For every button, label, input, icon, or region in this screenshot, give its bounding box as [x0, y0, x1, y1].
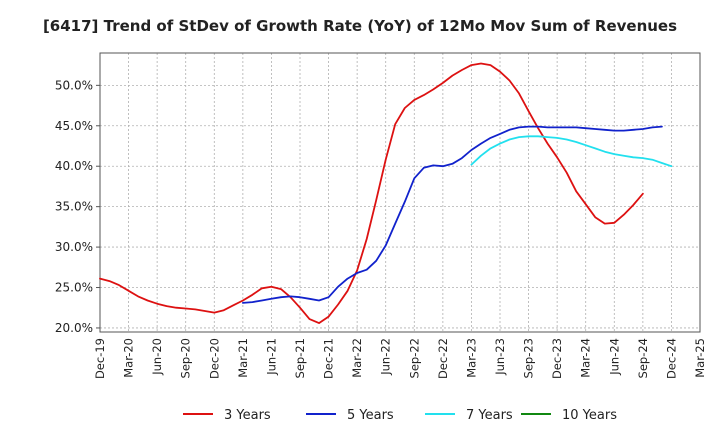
y-tick-label: 25.0%	[55, 281, 93, 295]
x-tick-label: Mar-21	[236, 338, 250, 378]
x-tick-label: Sep-22	[407, 338, 421, 378]
y-tick-label: 20.0%	[55, 321, 93, 335]
chart-title: [6417] Trend of StDev of Growth Rate (Yo…	[43, 17, 677, 35]
axes: Dec-19 Mar-20 Jun-20 Sep-20 Dec-20 Mar-21 Jun-…	[55, 52, 707, 379]
legend-label: 5 Years	[347, 408, 394, 423]
x-tick-label: Sep-20	[179, 338, 193, 378]
x-tick-label: Dec-21	[322, 338, 336, 379]
x-tick-label: Dec-19	[93, 338, 107, 379]
x-tick-label: Mar-25	[693, 338, 707, 378]
series-line-3-years	[99, 62, 644, 325]
x-tick-label: Dec-22	[436, 338, 450, 379]
x-tick-label: Sep-23	[522, 338, 536, 378]
x-tick-label: Sep-21	[293, 338, 307, 378]
y-tick-label: 35.0%	[55, 200, 93, 214]
series-line-5-years	[241, 125, 663, 304]
legend-label: 10 Years	[562, 408, 617, 423]
x-tick-label: Jun-22	[379, 338, 393, 376]
plot-frame	[99, 52, 701, 333]
legend-label: 3 Years	[224, 408, 271, 423]
x-tick-label: Dec-23	[550, 338, 564, 379]
x-tick-label: Mar-23	[464, 338, 478, 378]
y-tick-label: 30.0%	[55, 240, 93, 254]
y-tick-label: 50.0%	[55, 78, 93, 92]
legend-label: 7 Years	[466, 408, 513, 423]
x-tick-label: Jun-23	[493, 338, 507, 376]
x-tick-label: Mar-24	[579, 338, 593, 378]
x-tick-label: Sep-24	[636, 338, 650, 378]
series-line-7-years	[470, 135, 673, 168]
grid	[100, 53, 700, 332]
x-tick-label: Dec-20	[207, 338, 221, 379]
x-tick-label: Dec-24	[664, 338, 678, 379]
x-tick-label: Jun-20	[150, 338, 164, 376]
y-tick-label: 45.0%	[55, 119, 93, 133]
legend: 3 Years 5 Years 7 Years 10 Years	[183, 408, 617, 423]
x-tick-label: Mar-20	[122, 338, 136, 378]
y-tick-label: 40.0%	[55, 159, 93, 173]
x-tick-label: Jun-24	[607, 338, 621, 376]
x-tick-label: Jun-21	[264, 338, 278, 376]
x-tick-label: Mar-22	[350, 338, 364, 378]
series-lines	[99, 62, 673, 325]
